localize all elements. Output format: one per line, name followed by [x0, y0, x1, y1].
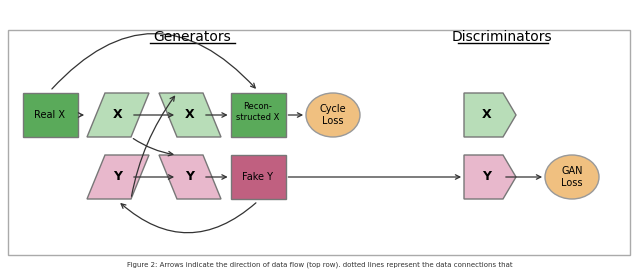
Text: Y: Y: [186, 170, 195, 183]
Text: Recon-
structed X: Recon- structed X: [236, 102, 280, 122]
Text: X: X: [113, 109, 123, 122]
Text: Y: Y: [483, 170, 492, 183]
FancyBboxPatch shape: [22, 93, 77, 137]
Polygon shape: [159, 93, 221, 137]
Text: GAN
Loss: GAN Loss: [561, 166, 583, 188]
Text: X: X: [482, 109, 492, 122]
Text: Fake Y: Fake Y: [243, 172, 273, 182]
Text: Generators: Generators: [153, 30, 231, 44]
Text: Y: Y: [113, 170, 122, 183]
Polygon shape: [87, 93, 149, 137]
Polygon shape: [87, 155, 149, 199]
FancyBboxPatch shape: [230, 155, 285, 199]
Polygon shape: [464, 93, 516, 137]
Text: Figure 2: Arrows indicate the direction of data flow (top row). dotted lines rep: Figure 2: Arrows indicate the direction …: [127, 262, 513, 268]
Ellipse shape: [306, 93, 360, 137]
Polygon shape: [159, 155, 221, 199]
FancyBboxPatch shape: [230, 93, 285, 137]
FancyBboxPatch shape: [8, 30, 630, 255]
Polygon shape: [464, 155, 516, 199]
Text: X: X: [185, 109, 195, 122]
Text: Discriminators: Discriminators: [452, 30, 552, 44]
Text: Real X: Real X: [35, 110, 65, 120]
Ellipse shape: [545, 155, 599, 199]
Text: Cycle
Loss: Cycle Loss: [320, 104, 346, 126]
